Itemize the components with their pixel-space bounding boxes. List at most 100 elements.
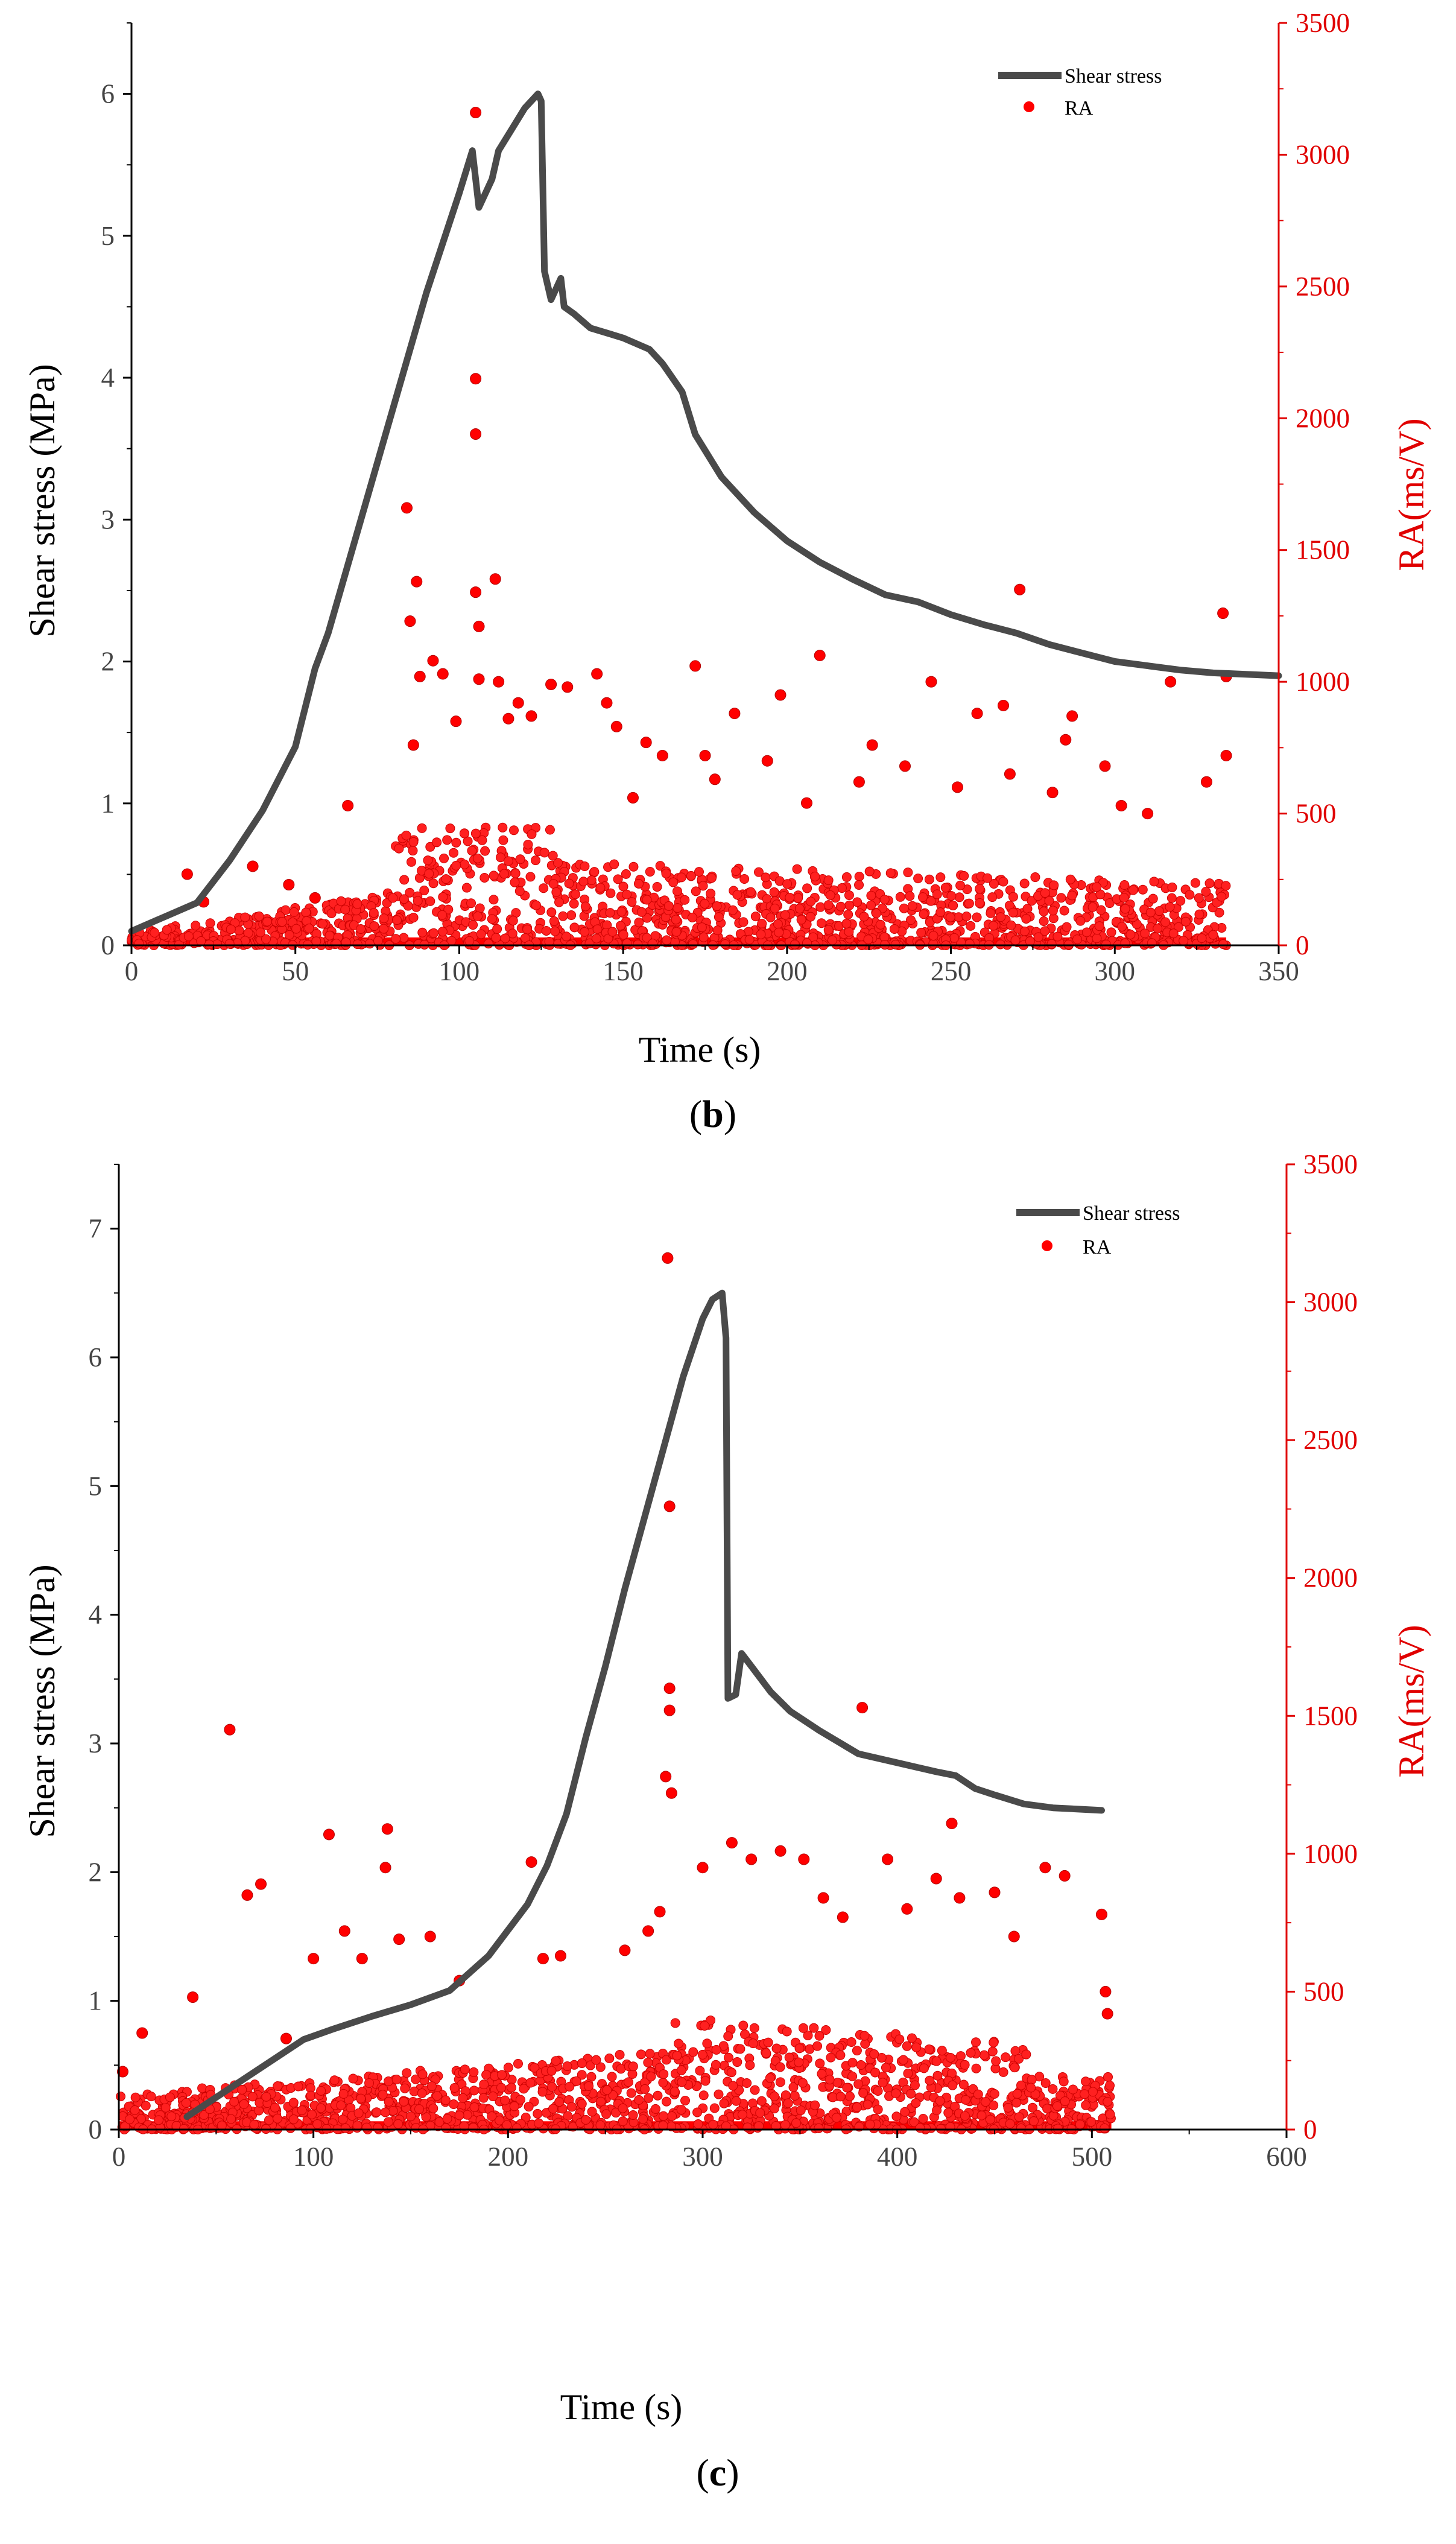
ra-point: [835, 2092, 846, 2102]
ra-point: [450, 715, 462, 728]
ra-point: [473, 620, 485, 632]
ra-point: [1019, 926, 1030, 936]
ra-point: [852, 2102, 862, 2113]
ra-point: [961, 911, 972, 921]
ra-point: [906, 915, 916, 925]
ra-point: [907, 901, 917, 911]
ra-point: [618, 881, 628, 892]
ra-point: [451, 860, 461, 871]
ra-point: [698, 932, 709, 942]
ra-point: [514, 886, 525, 896]
ra-point: [289, 907, 299, 917]
ra-point: [414, 670, 426, 682]
ra-point: [391, 915, 402, 925]
ra-point: [437, 668, 449, 680]
ra-point: [798, 1853, 810, 1865]
ra-point: [706, 873, 717, 883]
ra-point: [601, 2109, 612, 2119]
ra-point: [627, 897, 637, 907]
ra-point: [714, 912, 724, 922]
ra-point: [261, 934, 271, 944]
ra-point: [806, 896, 816, 907]
ra-point: [1204, 878, 1215, 889]
legend-label-shear-stress: Shear stress: [1065, 65, 1162, 87]
ra-point: [1040, 926, 1050, 936]
ra-point: [324, 930, 335, 941]
ra-point: [470, 586, 482, 598]
ra-point: [369, 908, 379, 918]
y-right-tick-label: 0: [1303, 2114, 1317, 2145]
ra-point: [943, 2108, 954, 2118]
ra-point: [900, 2107, 910, 2117]
ra-point: [411, 576, 423, 588]
y-left-tick-label: 5: [101, 221, 115, 251]
ra-point: [498, 822, 508, 833]
ra-point: [1094, 921, 1104, 931]
ra-point: [476, 929, 486, 939]
ra-point: [525, 872, 536, 882]
ra-point: [224, 939, 235, 949]
ra-point: [399, 2096, 409, 2107]
ra-point: [662, 2096, 672, 2107]
ra-point: [737, 2110, 747, 2120]
ra-point: [919, 2063, 929, 2073]
ra-point: [1049, 880, 1059, 890]
ra-point: [288, 2098, 299, 2108]
ra-point: [1012, 2089, 1022, 2099]
ra-point: [130, 2092, 141, 2102]
ra-point: [417, 823, 427, 833]
ra-point: [769, 887, 779, 897]
ra-point: [391, 934, 401, 944]
y-right-tick-label: 2500: [1296, 271, 1350, 302]
ra-point: [539, 883, 549, 893]
ra-point: [153, 2115, 163, 2125]
ra-point: [966, 921, 976, 931]
ra-point: [774, 689, 787, 701]
ra-point: [141, 2101, 151, 2111]
ra-point: [1048, 906, 1058, 916]
ra-point: [442, 835, 452, 845]
ra-point: [408, 846, 418, 856]
ra-point: [720, 939, 730, 949]
ra-point: [130, 2105, 140, 2115]
ra-point: [1081, 2100, 1091, 2110]
ra-point: [800, 797, 812, 809]
ra-point: [723, 2052, 733, 2063]
ra-point: [165, 2092, 175, 2102]
ra-point: [515, 854, 525, 864]
ra-point: [308, 1953, 320, 1965]
ra-point: [1096, 905, 1106, 915]
ra-point: [500, 2095, 510, 2105]
ra-point: [1022, 904, 1033, 914]
ra-point: [534, 2118, 544, 2128]
ra-point: [1052, 2124, 1063, 2134]
ra-point: [765, 912, 776, 922]
ra-point: [460, 859, 470, 869]
ra-point: [964, 898, 974, 909]
ra-point: [729, 708, 741, 720]
ra-point: [458, 2093, 468, 2103]
ra-point: [481, 2070, 492, 2080]
ra-point: [621, 869, 631, 879]
ra-point: [1160, 917, 1171, 927]
ra-point: [404, 615, 416, 627]
legend-label-shear-stress: Shear stress: [1083, 1202, 1180, 1225]
ra-point: [658, 2111, 668, 2121]
ra-point: [688, 939, 698, 949]
ra-point: [373, 936, 383, 946]
shear-stress-line: [128, 90, 1282, 934]
ra-point: [525, 2078, 536, 2088]
ra-point: [987, 2046, 998, 2057]
ra-point: [864, 866, 875, 877]
ra-point: [586, 875, 597, 886]
ra-point: [373, 2122, 383, 2133]
ra-point: [932, 2105, 942, 2116]
ra-point: [1046, 787, 1059, 799]
ra-point: [1154, 906, 1164, 916]
ra-point: [379, 1862, 391, 1874]
ra-point: [797, 2078, 808, 2088]
ra-point: [860, 2038, 870, 2049]
ra-point: [1179, 936, 1189, 946]
ra-point: [432, 2091, 442, 2101]
chart-panel-b: 0 50 100 150 200 250 300 3500123456050010001500…: [22, 8, 1431, 1135]
